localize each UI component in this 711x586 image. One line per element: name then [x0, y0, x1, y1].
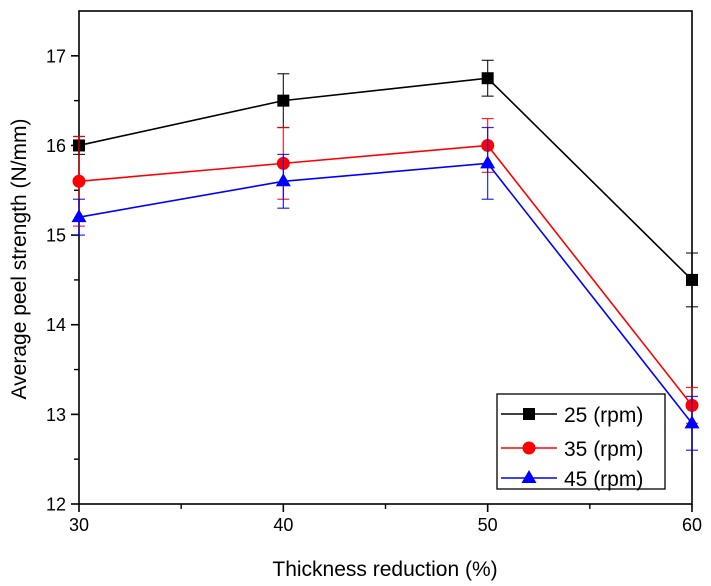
series-layer [71, 59, 700, 451]
y-tick-label: 13 [46, 405, 66, 425]
legend-label: 35 (rpm) [564, 438, 643, 461]
data-point-triangle [480, 155, 496, 169]
legend-marker-square [523, 408, 535, 420]
data-point-triangle [684, 415, 700, 429]
x-tick-label: 40 [273, 515, 293, 535]
series-35-rpm [72, 117, 699, 424]
data-point-triangle [275, 173, 291, 187]
y-tick-label: 14 [46, 315, 66, 335]
series-line [78, 162, 693, 424]
y-tick-label: 17 [46, 46, 66, 66]
data-point-triangle [71, 209, 87, 223]
legend-marker-triangle [521, 470, 537, 483]
legend-marker-circle [522, 441, 536, 455]
y-tick-label: 15 [46, 226, 66, 246]
x-axis-ticks: 30 40 50 60 [69, 504, 702, 535]
data-point-circle [72, 174, 86, 188]
legend-item: 45 (rpm) [501, 468, 643, 491]
legend: 25 (rpm) 35 (rpm) 45 (rpm) [496, 393, 666, 491]
series-25-rpm [73, 59, 698, 308]
y-tick-label: 16 [46, 136, 66, 156]
y-axis-title: Average peel strength (N/mm) [8, 119, 31, 400]
x-axis-title: Thickness reduction (%) [272, 558, 497, 581]
data-point-square [277, 94, 290, 107]
legend-item: 35 (rpm) [501, 438, 643, 461]
x-tick-label: 30 [69, 515, 89, 535]
x-tick-label: 50 [478, 515, 498, 535]
series-line [78, 144, 693, 406]
data-point-square [481, 72, 494, 85]
data-point-square [686, 273, 698, 286]
series-line [78, 77, 693, 281]
y-tick-label: 12 [46, 495, 66, 515]
legend-label: 25 (rpm) [564, 404, 643, 427]
legend-label: 45 (rpm) [564, 468, 643, 491]
x-tick-label: 60 [682, 515, 702, 535]
legend-item: 25 (rpm) [501, 404, 643, 427]
series-45-rpm [71, 126, 700, 451]
y-axis-ticks: 12 13 14 15 16 17 [46, 46, 79, 515]
